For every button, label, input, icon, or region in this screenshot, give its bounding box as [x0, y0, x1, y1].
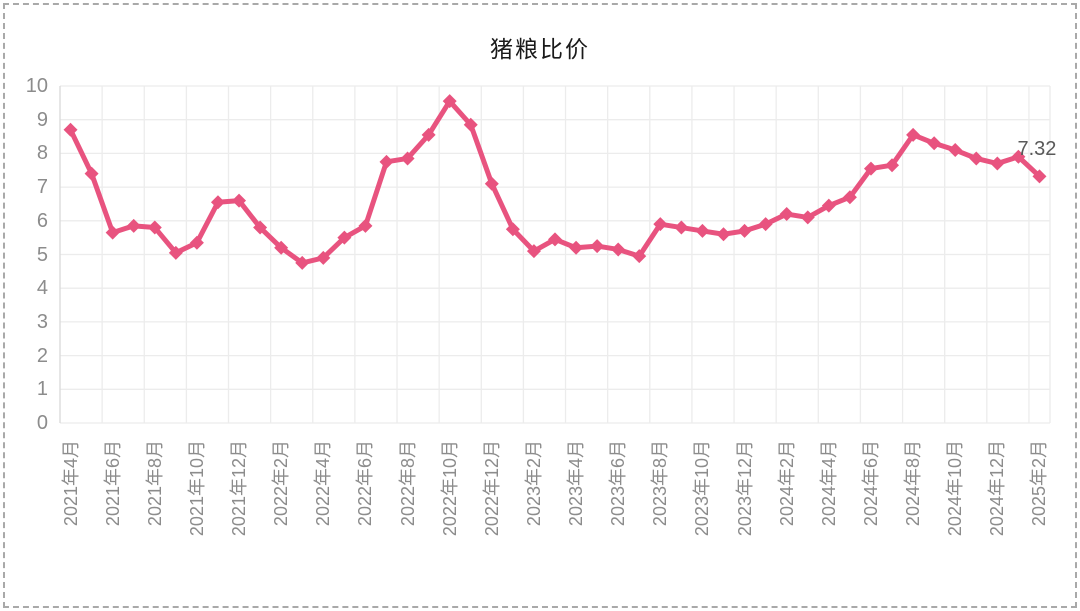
x-tick-label: 2021年4月 — [60, 440, 81, 527]
y-tick-label: 4 — [36, 277, 48, 300]
data-point-marker — [84, 166, 99, 181]
x-tick-label: 2023年4月 — [566, 440, 587, 527]
x-tick-label: 2023年10月 — [692, 440, 713, 537]
data-point-marker — [421, 127, 436, 142]
chart-title: 猪粮比价 — [490, 37, 590, 62]
data-point-marker — [147, 220, 162, 235]
y-tick-label: 2 — [36, 344, 48, 367]
data-point-marker — [674, 220, 689, 235]
data-point-marker — [948, 143, 963, 158]
x-tick-label: 2022年4月 — [313, 440, 334, 527]
x-tick-label: 2024年2月 — [776, 440, 797, 527]
data-point-marker — [105, 225, 120, 240]
x-tick-label: 2025年2月 — [1029, 440, 1050, 527]
data-point-marker — [379, 154, 394, 169]
data-point-marker — [863, 161, 878, 176]
x-tick-label: 2022年6月 — [355, 440, 376, 527]
data-point-marker — [906, 127, 921, 142]
x-tick-label: 2023年12月 — [734, 440, 755, 537]
data-point-marker — [274, 240, 289, 255]
dashed-selection-border — [3, 3, 1077, 608]
data-point-marker — [590, 239, 605, 254]
y-tick-label: 3 — [36, 310, 48, 333]
x-tick-label: 2021年8月 — [144, 440, 165, 527]
data-point-marker — [168, 245, 183, 260]
data-point-marker — [800, 210, 815, 225]
data-point-marker — [295, 255, 310, 270]
x-tick-label: 2024年10月 — [945, 440, 966, 537]
data-point-marker — [569, 240, 584, 255]
y-tick-label: 7 — [36, 176, 48, 199]
data-point-marker — [358, 218, 373, 233]
data-point-marker — [189, 235, 204, 250]
data-point-marker — [653, 217, 668, 232]
y-tick-label: 5 — [36, 243, 48, 266]
data-point-marker — [927, 136, 942, 151]
data-point-marker — [821, 198, 836, 213]
data-point-marker — [758, 217, 773, 232]
data-point-marker — [885, 158, 900, 173]
x-tick-label: 2024年4月 — [818, 440, 839, 527]
y-tick-label: 6 — [36, 209, 48, 232]
x-tick-label: 2021年10月 — [186, 440, 207, 537]
data-point-marker — [463, 117, 478, 132]
data-point-marker — [1032, 169, 1047, 184]
data-point-marker — [526, 244, 541, 259]
data-point-marker — [611, 242, 626, 257]
y-tick-label: 1 — [36, 378, 48, 401]
x-tick-label: 2022年8月 — [397, 440, 418, 527]
data-point-marker — [779, 207, 794, 222]
x-tick-label: 2024年6月 — [860, 440, 881, 527]
x-tick-label: 2021年12月 — [229, 440, 250, 537]
data-point-marker — [505, 222, 520, 237]
data-point-marker — [632, 249, 647, 264]
data-point-marker — [126, 218, 141, 233]
data-point-marker — [1011, 149, 1026, 164]
last-point-data-label: 7.32 — [1017, 138, 1057, 161]
data-point-marker — [737, 223, 752, 238]
data-point-marker — [548, 232, 562, 247]
data-point-marker — [337, 230, 352, 245]
data-point-marker — [400, 151, 415, 166]
x-tick-label: 2022年12月 — [481, 440, 502, 537]
x-tick-label: 2023年6月 — [608, 440, 629, 527]
data-point-marker — [442, 94, 457, 109]
data-point-marker — [484, 176, 499, 191]
data-point-marker — [695, 223, 710, 238]
data-point-marker — [232, 193, 247, 208]
data-point-marker — [63, 122, 78, 137]
data-point-marker — [210, 195, 225, 210]
data-point-marker — [253, 220, 268, 235]
data-point-marker — [969, 151, 984, 166]
x-tick-label: 2024年12月 — [987, 440, 1008, 537]
data-point-marker — [842, 190, 857, 205]
x-tick-label: 2023年2月 — [523, 440, 544, 527]
x-tick-label: 2024年8月 — [903, 440, 924, 527]
x-tick-label: 2021年6月 — [102, 440, 123, 527]
y-tick-label: 8 — [36, 142, 48, 165]
y-tick-label: 9 — [36, 108, 48, 131]
y-tick-label: 10 — [25, 75, 48, 97]
y-tick-label: 0 — [36, 412, 48, 434]
x-tick-label: 2022年10月 — [439, 440, 460, 537]
data-point-marker — [716, 227, 731, 242]
x-tick-label: 2023年8月 — [650, 440, 671, 527]
data-point-marker — [316, 250, 331, 265]
data-point-marker — [990, 156, 1005, 171]
x-tick-label: 2022年2月 — [271, 440, 292, 527]
